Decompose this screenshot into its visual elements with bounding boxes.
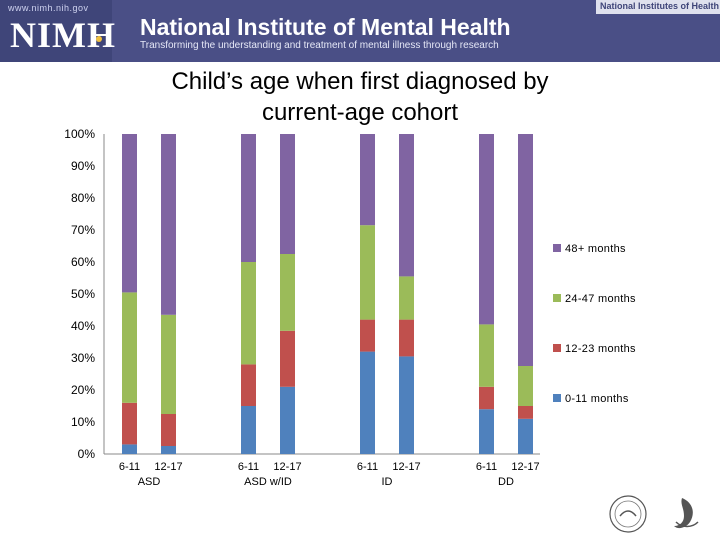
bar-segment: [122, 444, 137, 454]
logo-panel: [0, 0, 112, 62]
org-tagline: Transforming the understanding and treat…: [140, 40, 499, 51]
x-cohort-label: 6-11: [119, 461, 140, 473]
chart-title: Child’s age when first diagnosed by curr…: [171, 68, 549, 126]
bar-segment: [399, 276, 414, 320]
legend-swatch: [553, 394, 561, 402]
y-tick-label: 0%: [78, 447, 96, 461]
y-tick-label: 90%: [71, 159, 95, 173]
y-tick-label: 10%: [71, 415, 95, 429]
nimh-logo[interactable]: NIMH: [10, 15, 116, 55]
bar-segment: [161, 446, 176, 454]
bar-segment: [241, 406, 256, 454]
header-banner: www.nimh.nih.gov NIMH National Institute…: [0, 0, 720, 62]
legend-label: 24-47 months: [565, 293, 636, 305]
bar-segment: [518, 134, 533, 366]
bar-segment: [280, 386, 295, 454]
logo-dot-icon: [96, 36, 102, 42]
x-cohort-label: 6-11: [238, 461, 259, 473]
y-tick-label: 80%: [71, 191, 95, 205]
x-group-label: ASD: [138, 476, 161, 488]
bar-segment: [518, 406, 533, 419]
bar-segment: [280, 254, 295, 331]
x-cohort-label: 12-17: [273, 461, 301, 473]
x-cohort-label: 12-17: [154, 461, 182, 473]
bar-segment: [479, 324, 494, 387]
bar-segment: [161, 314, 176, 414]
chart-axes: 0% 10% 20% 30% 40% 50% 60% 70% 80% 90% 100% 6-11 12-…: [64, 127, 540, 488]
x-cohort-label: 6-11: [357, 461, 378, 473]
bar-segment: [399, 356, 414, 454]
bar-segment: [241, 364, 256, 406]
bar-segment: [479, 409, 494, 454]
bar-segment: [280, 330, 295, 387]
y-tick-label: 30%: [71, 351, 95, 365]
x-group-label: DD: [498, 476, 514, 488]
bar-segment: [399, 134, 414, 277]
bar-segment: [122, 292, 137, 403]
bar-segment: [161, 414, 176, 446]
legend-label: 12-23 months: [565, 343, 636, 355]
y-tick-label: 40%: [71, 319, 95, 333]
y-tick-label: 100%: [64, 127, 95, 141]
chart-bars: [122, 134, 533, 454]
legend-label: 0-11 months: [565, 393, 629, 405]
bar-segment: [479, 134, 494, 325]
legend-swatch: [553, 244, 561, 252]
bar-segment: [161, 134, 176, 315]
x-cohort-label: 12-17: [511, 461, 539, 473]
bar-segment: [122, 134, 137, 293]
site-url[interactable]: www.nimh.nih.gov: [8, 3, 89, 13]
chart-legend: 48+ months 24-47 months 12-23 months 0-11 m…: [553, 243, 636, 405]
bar-segment: [399, 319, 414, 357]
bar-segment: [360, 134, 375, 226]
org-title: National Institute of Mental Health: [140, 14, 511, 40]
x-cohort-label: 12-17: [392, 461, 420, 473]
hhs-seal-icon: [609, 495, 699, 533]
bar-segment: [280, 134, 295, 254]
legend-swatch: [553, 294, 561, 302]
nih-label-box: [596, 0, 720, 14]
bar-segment: [518, 366, 533, 406]
y-tick-label: 70%: [71, 223, 95, 237]
bar-segment: [479, 386, 494, 410]
bar-segment: [122, 402, 137, 445]
bar-segment: [360, 225, 375, 320]
x-group-label: ID: [382, 476, 393, 488]
x-group-label: ASD w/ID: [244, 476, 292, 488]
legend-swatch: [553, 344, 561, 352]
bar-segment: [360, 351, 375, 454]
nih-label[interactable]: National Institutes of Health: [600, 1, 720, 11]
bar-segment: [241, 262, 256, 365]
y-tick-label: 20%: [71, 383, 95, 397]
y-tick-label: 60%: [71, 255, 95, 269]
legend-label: 48+ months: [565, 243, 626, 255]
bar-segment: [360, 319, 375, 352]
x-cohort-label: 6-11: [476, 461, 497, 473]
bar-segment: [518, 418, 533, 454]
y-tick-label: 50%: [71, 287, 95, 301]
bar-segment: [241, 134, 256, 262]
